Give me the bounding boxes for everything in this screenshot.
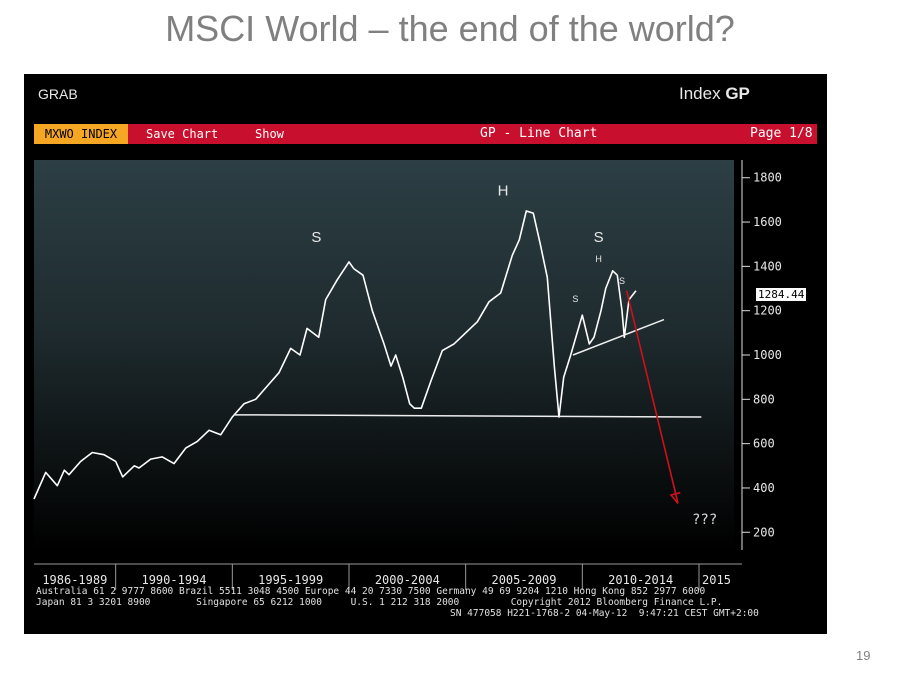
x-tick-label: 2010-2014 bbox=[608, 573, 673, 587]
index-gp-label: Index GP bbox=[679, 84, 750, 104]
bloomberg-terminal: GRAB Index GP MXWO INDEX Save Chart Show… bbox=[24, 74, 827, 634]
pattern-label: S bbox=[619, 276, 625, 286]
x-tick-label: 2000-2004 bbox=[375, 573, 440, 587]
x-tick-label: 1995-1999 bbox=[258, 573, 323, 587]
y-tick-label: 600 bbox=[753, 437, 775, 451]
pattern-label: H bbox=[595, 254, 602, 264]
grab-label: GRAB bbox=[38, 86, 78, 102]
show-button[interactable]: Show bbox=[255, 127, 284, 141]
footer-line-1: Australia 61 2 9777 8600 Brazil 5511 304… bbox=[36, 586, 706, 597]
index-prefix: Index bbox=[679, 84, 721, 103]
slide-title: MSCI World – the end of the world? bbox=[165, 8, 735, 49]
x-tick-label: 1990-1994 bbox=[141, 573, 206, 587]
plot-area bbox=[34, 160, 734, 550]
y-tick-label: 800 bbox=[753, 392, 775, 406]
x-tick-label: 2015 bbox=[702, 573, 731, 587]
save-chart-button[interactable]: Save Chart bbox=[146, 127, 219, 141]
ticker-field[interactable]: MXWO INDEX bbox=[34, 124, 128, 144]
y-tick-label: 1400 bbox=[753, 259, 782, 273]
neckline bbox=[234, 414, 702, 418]
forecast-arrow bbox=[625, 290, 679, 504]
footer-line-2: Japan 81 3 3201 8900 Singapore 65 6212 1… bbox=[36, 597, 723, 608]
page-number: 19 bbox=[856, 648, 871, 663]
gp-command: GP bbox=[725, 84, 750, 103]
y-tick-label: 400 bbox=[753, 481, 775, 495]
msci-world-series bbox=[33, 210, 637, 500]
question-marks: ??? bbox=[692, 512, 718, 528]
y-tick-label: 1600 bbox=[753, 215, 782, 229]
y-tick-label: 1000 bbox=[753, 348, 782, 362]
pattern-label: S bbox=[572, 294, 578, 304]
chart-title: GP - Line Chart bbox=[480, 126, 598, 141]
y-tick-label: 1200 bbox=[753, 304, 782, 318]
pattern-label: S bbox=[594, 229, 604, 246]
y-tick-label: 1800 bbox=[753, 171, 782, 185]
function-bar: MXWO INDEX Save Chart Show GP - Line Cha… bbox=[34, 124, 817, 144]
trendline bbox=[572, 318, 665, 356]
y-tick-label: 200 bbox=[753, 525, 775, 539]
pattern-label: H bbox=[498, 182, 509, 199]
line-chart: 200 400 600 800 1000 1200 1400 1600 1800 1986-19… bbox=[33, 160, 782, 590]
footer-line-3: SN 477058 H221-1768-2 04-May-12 9:47:21 … bbox=[450, 608, 759, 619]
forecast-arrow-head bbox=[669, 491, 681, 505]
last-value-tag: 1284.44 bbox=[756, 288, 807, 301]
x-tick-label: 2005-2009 bbox=[491, 573, 556, 587]
page-indicator[interactable]: Page 1/8 bbox=[750, 126, 813, 141]
pattern-label: S bbox=[311, 229, 321, 246]
x-tick-label: 1986-1989 bbox=[42, 573, 107, 587]
